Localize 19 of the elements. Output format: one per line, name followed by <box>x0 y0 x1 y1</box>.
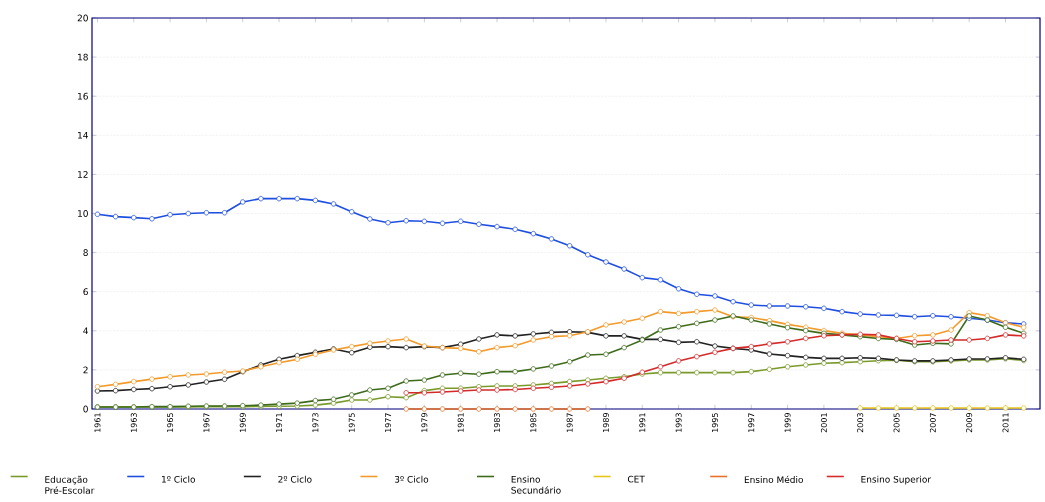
y-tick-label: 8 <box>83 249 88 256</box>
y-tick-label: 14 <box>78 132 88 139</box>
legend-label: CET <box>627 475 645 483</box>
legend-label: 3º Ciclo <box>394 475 429 483</box>
legend-label: 1º Ciclo <box>162 475 195 483</box>
legend-label: Educação Pré-Escolar <box>45 475 95 494</box>
legend-label: 2º Ciclo <box>278 475 312 483</box>
y-tick-label: 4 <box>83 327 88 335</box>
y-tick-label: 10 <box>78 210 88 217</box>
legend-label: Ensino Superior <box>861 475 932 485</box>
y-tick-label: 6 <box>83 288 88 296</box>
legend-label: Ensino Secundário <box>511 475 561 494</box>
y-tick-label: 12 <box>78 171 88 178</box>
y-tick-label: 16 <box>78 92 88 100</box>
legend-label: Ensino Médio <box>744 475 803 484</box>
y-tick-label: 2 <box>83 366 88 374</box>
y-tick-label: 0 <box>83 405 88 413</box>
y-tick-label: 20 <box>77 14 88 22</box>
y-tick-label: 18 <box>78 53 88 61</box>
